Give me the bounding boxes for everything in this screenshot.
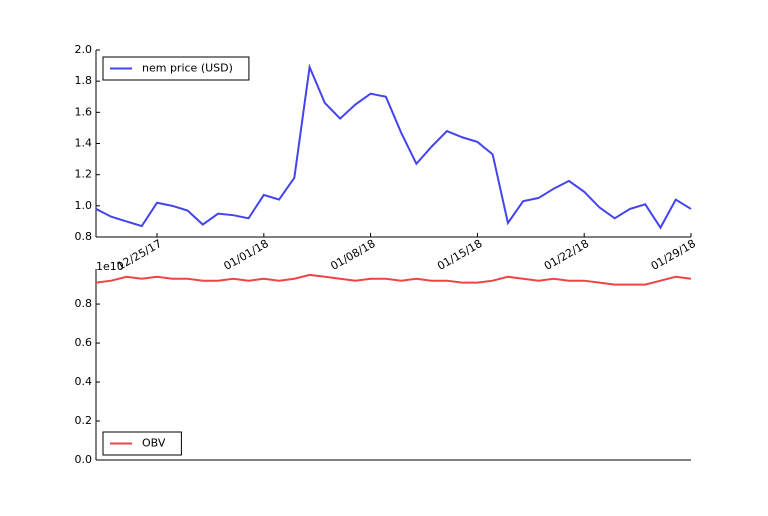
- y-tick-label: 2.0: [75, 43, 93, 56]
- y-tick-label: 0.6: [75, 336, 93, 349]
- legend-box: [102, 56, 250, 81]
- x-tick-label: 01/22/18: [542, 237, 591, 273]
- y-tick-label: 0.2: [75, 414, 93, 427]
- legend-label: OBV: [142, 437, 166, 450]
- legend: nem price (USD): [102, 56, 250, 81]
- series-line: [95, 63, 692, 230]
- y-tick-label: 1.4: [75, 137, 93, 150]
- y-tick-label: 1.8: [75, 74, 93, 87]
- y-tick-label: 0.8: [75, 230, 93, 243]
- x-tick-label: 01/29/18: [649, 237, 698, 273]
- x-tick-label: 01/01/18: [222, 237, 271, 273]
- x-tick-label: 01/15/18: [435, 237, 484, 273]
- offset-label: 1e10: [96, 260, 124, 273]
- y-tick-label: 0.8: [75, 297, 93, 310]
- y-tick-label: 0.4: [75, 375, 93, 388]
- y-tick-label: 1.6: [75, 105, 93, 118]
- legend-label: nem price (USD): [142, 62, 233, 75]
- legend-box: [102, 431, 182, 456]
- y-tick-label: 0.0: [75, 453, 93, 466]
- legend: OBV: [102, 431, 182, 456]
- y-tick-label: 1.0: [75, 199, 93, 212]
- x-tick-label: 01/08/18: [328, 237, 377, 273]
- series-line: [95, 273, 692, 286]
- y-tick-label: 1.2: [75, 168, 93, 181]
